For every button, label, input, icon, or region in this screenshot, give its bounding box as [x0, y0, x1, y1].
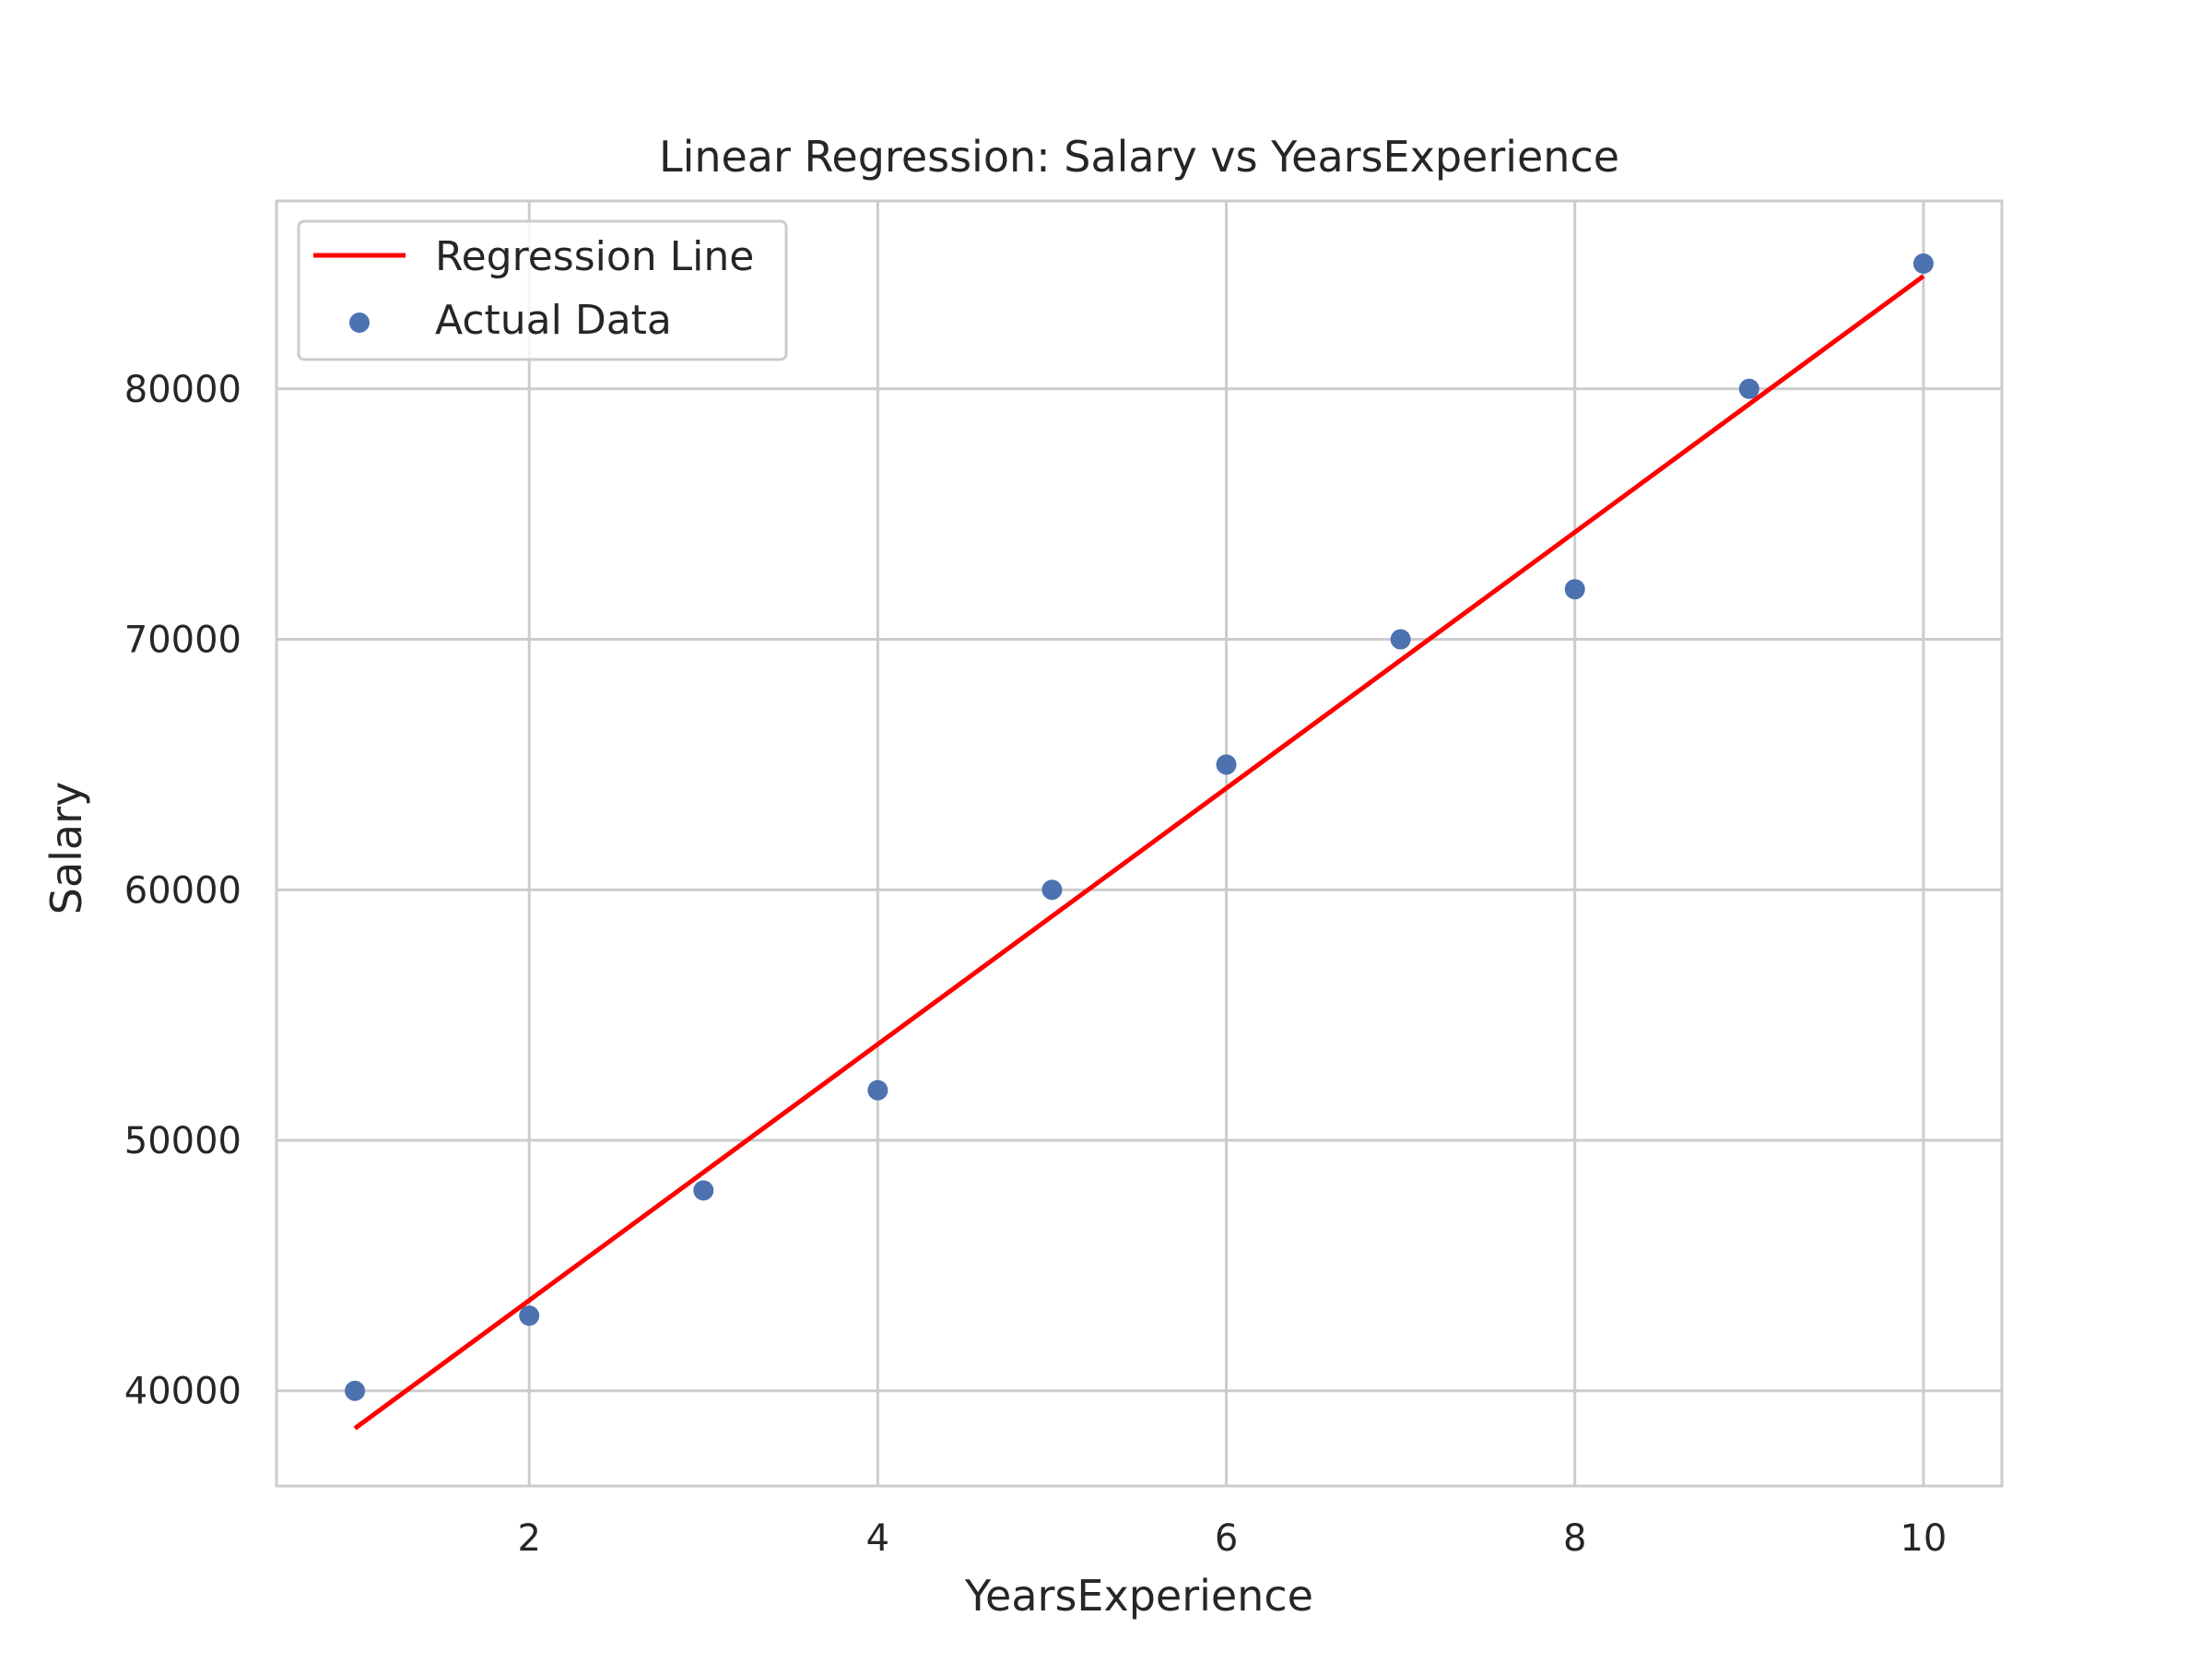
- legend-label-regression-line: Regression Line: [435, 233, 754, 280]
- legend: Regression Line Actual Data: [297, 219, 788, 361]
- legend-label-actual-data: Actual Data: [435, 297, 672, 344]
- plot-frame: [275, 199, 2004, 1488]
- y-axis-label: Salary: [41, 782, 91, 915]
- y-tick-label: 40000: [124, 1371, 241, 1413]
- y-tick-label: 60000: [124, 869, 241, 912]
- data-point: [345, 1380, 366, 1401]
- x-tick-label: 2: [517, 1517, 540, 1560]
- data-point: [1216, 754, 1237, 775]
- data-point: [1912, 253, 1934, 274]
- y-tick-label: 70000: [124, 619, 241, 662]
- x-tick-label: 6: [1215, 1517, 1238, 1560]
- regression-line: [353, 274, 1925, 1431]
- data-point: [867, 1079, 888, 1101]
- grid-layer: [276, 201, 2002, 1486]
- data-point: [693, 1180, 714, 1201]
- data-point: [519, 1305, 540, 1327]
- x-tick-label: 8: [1563, 1517, 1586, 1560]
- x-axis-label: YearsExperience: [964, 1571, 1313, 1621]
- data-point: [1041, 879, 1063, 901]
- data-point: [1738, 378, 1759, 399]
- legend-point-swatch: [349, 313, 370, 333]
- y-tick-label: 50000: [124, 1120, 241, 1162]
- series-layer: [345, 253, 1934, 1431]
- data-point: [1390, 629, 1411, 650]
- legend-box: [297, 219, 788, 361]
- chart-title: Linear Regression: Salary vs YearsExperi…: [659, 132, 1619, 182]
- y-tick-label: 80000: [124, 369, 241, 411]
- x-tick-label: 4: [866, 1517, 889, 1560]
- x-tick-label: 10: [1900, 1517, 1947, 1560]
- data-point: [1564, 579, 1585, 600]
- tick-layer: 2 4 6 8 10 40000 50000 60000 70000 80000: [124, 369, 1947, 1560]
